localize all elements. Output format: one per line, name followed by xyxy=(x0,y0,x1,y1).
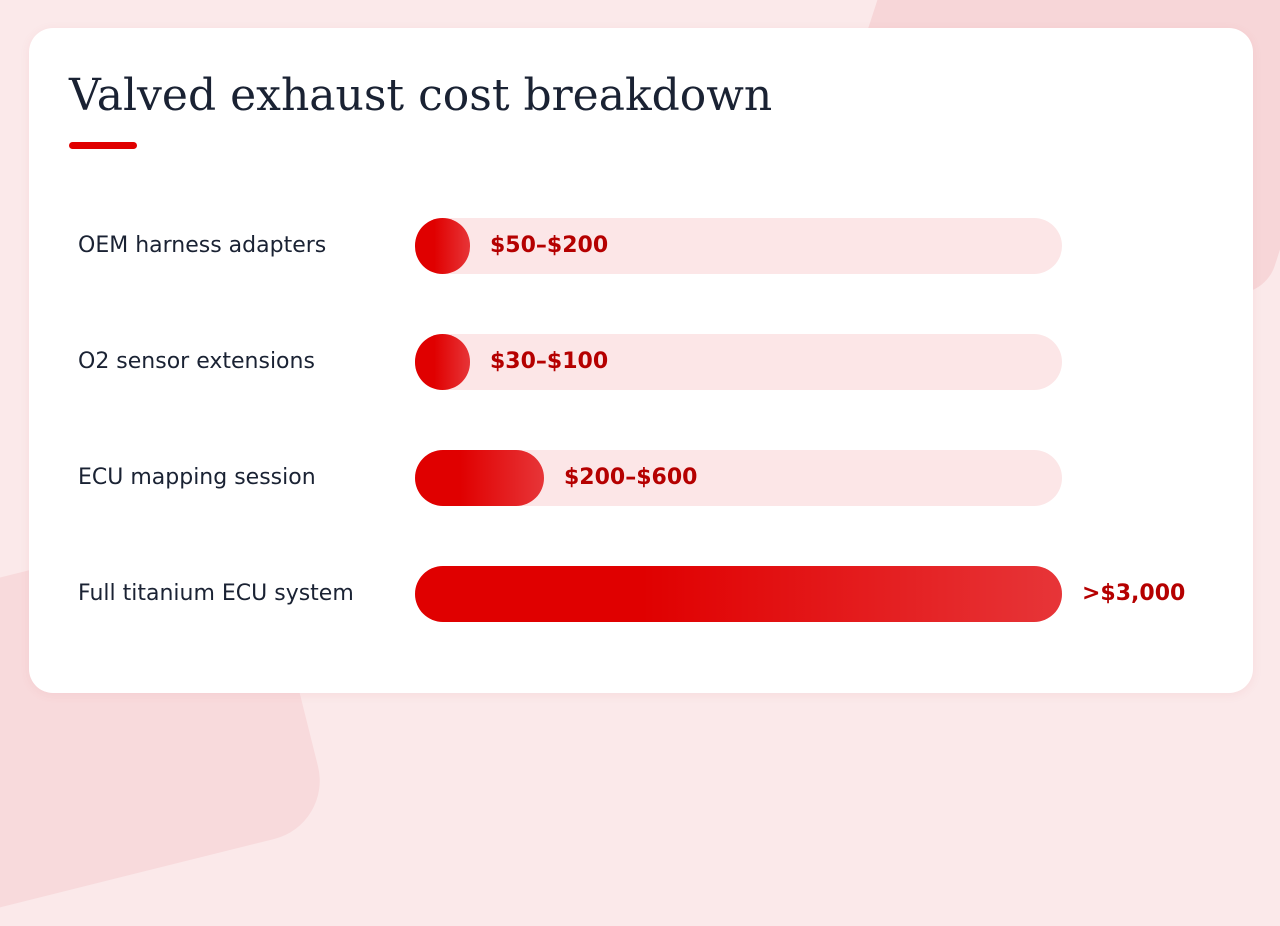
value-label: $200–$600 xyxy=(564,465,698,490)
bar-track xyxy=(415,450,1062,506)
bar-row: Full titanium ECU system >$3,000 xyxy=(29,566,1253,622)
category-label: OEM harness adapters xyxy=(78,233,327,258)
bar-fill xyxy=(415,218,470,274)
category-label: O2 sensor extensions xyxy=(78,349,315,374)
bar-fill xyxy=(415,566,1062,622)
bar-track xyxy=(415,218,1062,274)
bar-fill xyxy=(415,334,470,390)
value-label: >$3,000 xyxy=(1082,581,1186,606)
bar-track xyxy=(415,334,1062,390)
bar-row: ECU mapping session $200–$600 xyxy=(29,450,1253,506)
value-label: $30–$100 xyxy=(490,349,609,374)
bar-row: OEM harness adapters $50–$200 xyxy=(29,218,1253,274)
chart-title: Valved exhaust cost breakdown xyxy=(69,70,773,121)
value-label: $50–$200 xyxy=(490,233,609,258)
category-label: Full titanium ECU system xyxy=(78,581,354,606)
title-underline-accent xyxy=(69,142,137,149)
bar-fill xyxy=(415,450,544,506)
category-label: ECU mapping session xyxy=(78,465,316,490)
bar-chart: OEM harness adapters $50–$200 O2 sensor ex… xyxy=(29,28,1253,693)
slide-card: Valved exhaust cost breakdown OEM harnes… xyxy=(29,28,1253,693)
bar-row: O2 sensor extensions $30–$100 xyxy=(29,334,1253,390)
bar-track xyxy=(415,566,1062,622)
